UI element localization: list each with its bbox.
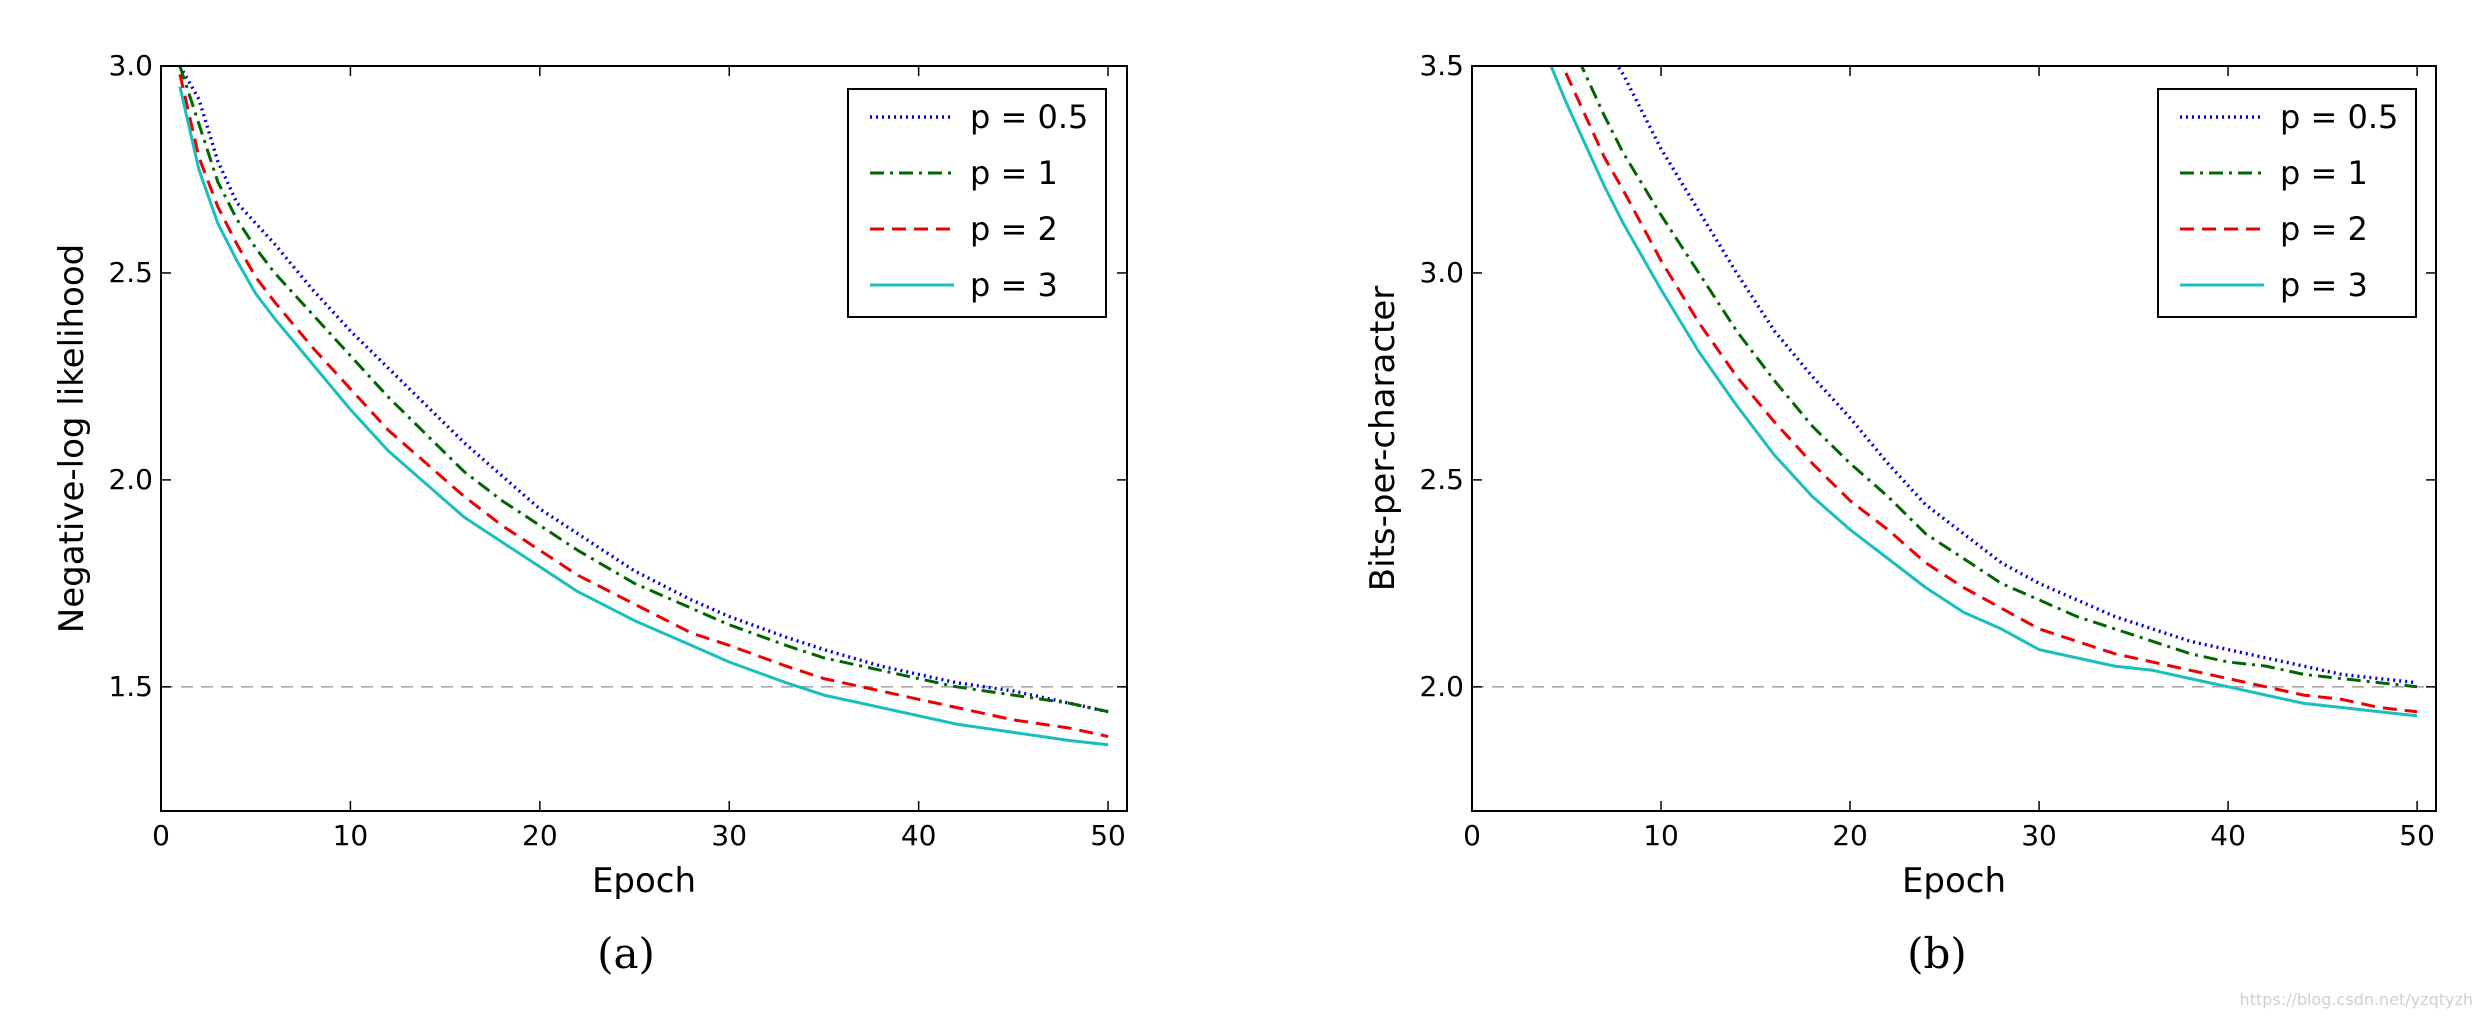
x-tick-label: 20 [522, 819, 558, 852]
x-tick-label: 40 [2210, 819, 2246, 852]
x-tick-label: 40 [901, 819, 937, 852]
y-tick-label: 3.5 [1419, 49, 1464, 82]
x-tick-label: 0 [1463, 819, 1481, 852]
series-line-2 [178, 73, 1109, 738]
x-tick-label: 10 [333, 819, 369, 852]
legend-label-2: p = 2 [2280, 210, 2368, 248]
legend-label-3: p = 3 [970, 266, 1058, 304]
y-tick-label: 2.5 [108, 256, 153, 289]
legend-label-1: p = 1 [970, 154, 1058, 192]
x-tick-label: 10 [1643, 819, 1679, 852]
legend: p = 0.5 p = 1 p = 2 p = 3 [847, 88, 1107, 318]
x-tick-label: 30 [2021, 819, 2057, 852]
x-tick-label: 50 [1090, 819, 1126, 852]
legend-label-1: p = 1 [2280, 154, 2368, 192]
caption-b: (b) [1907, 929, 1967, 978]
x-tick-label: 30 [711, 819, 747, 852]
y-tick-label: 2.5 [1419, 463, 1464, 496]
y-axis-label: Bits-per-character [1363, 286, 1403, 591]
series-group [1549, 66, 2418, 718]
series-line-3 [178, 86, 1109, 747]
legend-label-0: p = 0.5 [970, 98, 1088, 136]
series-line-2 [1561, 66, 2418, 714]
x-tick-label: 0 [152, 819, 170, 852]
axes-frame [1471, 65, 2437, 812]
legend-label-0: p = 0.5 [2280, 98, 2398, 136]
axes-frame [160, 65, 1128, 812]
x-axis-label: Epoch [592, 861, 696, 901]
y-tick-label: 1.5 [108, 670, 153, 703]
chart-a: 0 10 20 30 40 50 1.5 2.0 2.5 3.0 Epoch Negative-log… [52, 49, 1128, 901]
series-line-1 [1579, 66, 2418, 689]
watermark: https://blog.csdn.net/yzqtyzh [2239, 990, 2473, 1009]
legend-label-3: p = 3 [2280, 266, 2368, 304]
series-group [178, 66, 1109, 747]
legend-box [2157, 88, 2417, 318]
x-tick-label: 20 [1832, 819, 1868, 852]
legend-box [847, 88, 1107, 318]
y-tick-label: 3.0 [1419, 256, 1464, 289]
legend: p = 0.5 p = 1 p = 2 p = 3 [2157, 88, 2417, 318]
y-tick-label: 2.0 [1419, 670, 1464, 703]
legend-label-2: p = 2 [970, 210, 1058, 248]
y-tick-label: 3.0 [108, 49, 153, 82]
x-tick-label: 50 [2399, 819, 2435, 852]
chart-b: 0 10 20 30 40 50 2.0 2.5 3.0 3.5 Epoch Bits-per-cha… [1363, 49, 2437, 901]
series-line-1 [178, 66, 1109, 714]
y-axis-label: Negative-log likelihood [52, 244, 92, 633]
y-tick-label: 2.0 [108, 463, 153, 496]
x-axis-label: Epoch [1902, 861, 2006, 901]
series-line-0 [178, 66, 1109, 714]
caption-a: (a) [597, 929, 655, 978]
series-line-3 [1549, 66, 2418, 718]
